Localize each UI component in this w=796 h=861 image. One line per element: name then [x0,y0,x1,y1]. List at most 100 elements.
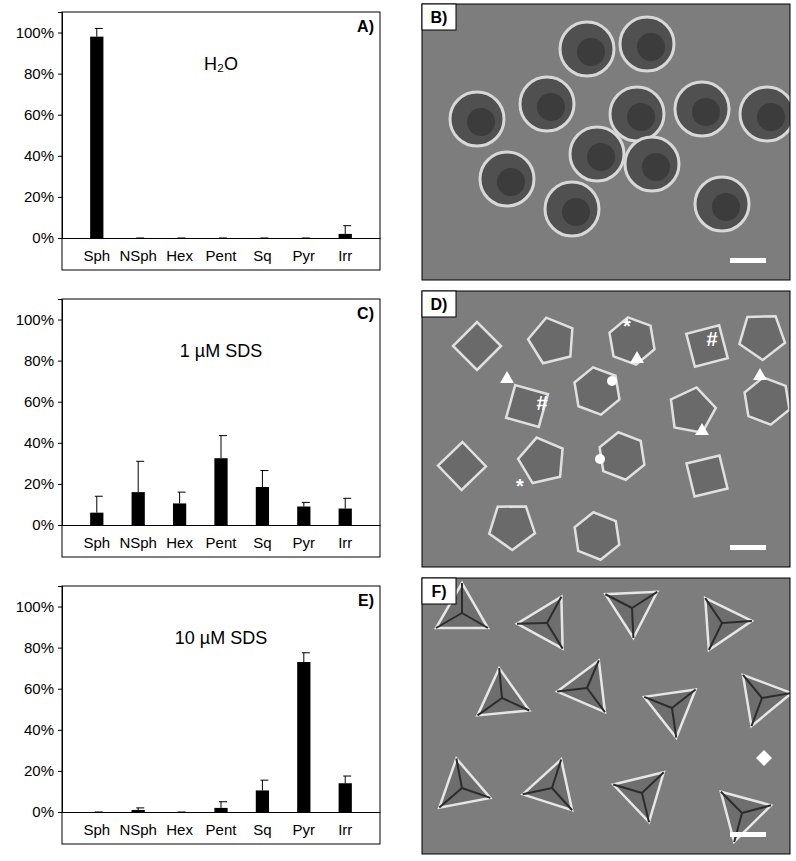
tick-mark [58,197,62,198]
cell-ridge [552,759,561,788]
cell [478,668,530,715]
cell-ridge [462,788,490,798]
tick: NSph [119,534,157,551]
tick: Pent [206,821,238,838]
cell-ridge [642,772,664,793]
tick-label: 80% [24,352,54,369]
tick: Sq [253,534,271,551]
cell-ridge [751,698,762,726]
tick-label: 40% [24,434,54,451]
error-bar-cap [178,812,186,813]
panel-label: D) [431,296,448,313]
tick: 40% [24,147,62,164]
cell [520,77,574,131]
error-bar [95,28,103,36]
cell-center [637,33,665,61]
cell-ridge [632,608,633,638]
tick-label: 100% [16,311,54,328]
chart-title: 1 µM SDS [180,341,262,361]
bar [256,487,269,525]
micrograph [422,578,790,854]
bar [214,238,227,239]
bar [256,238,269,239]
image-frame [422,4,790,280]
error-bar-stem [262,780,263,790]
cell-ridge [517,622,547,625]
tick-label: Pent [206,821,238,838]
tick: 100% [16,311,62,328]
bar [339,509,352,525]
tick-label: NSph [119,821,157,838]
cell [523,759,572,810]
cell [620,17,674,71]
tick: 40% [24,434,62,451]
error-bar [136,808,144,810]
panel-label: C) [357,305,374,322]
tick: 60% [24,106,62,123]
tick-label: 40% [24,721,54,738]
cell-ridge [499,668,502,698]
tick-mark [58,689,62,690]
bar [297,238,310,239]
cell-ridge [743,675,762,698]
cell [644,689,695,737]
cell-center [642,153,670,181]
tick-mark [58,33,62,34]
tick: Hex [166,821,193,838]
cell-ridge [721,792,742,813]
axis-line [63,812,381,813]
cell-center [497,168,525,196]
scale-bar [730,258,766,263]
error-bar-cap [302,238,310,239]
cell-center [467,108,495,136]
tick: 40% [24,721,62,738]
cell-ridge [557,688,587,692]
tick: 0% [32,229,62,246]
cell-ridge [605,594,632,608]
image-background [422,4,790,280]
dot-marker [595,454,605,464]
cell [489,506,535,550]
error-bar [260,238,268,239]
tick-label: 20% [24,762,54,779]
tick-label: 0% [32,229,54,246]
bar [297,662,310,812]
figure: 0% 20% 40% 60% 80% 100% Sph NSph Hex Pent Sq Pyr Irr… [0,0,796,861]
tick-label: 0% [32,803,54,820]
annotation: # [706,328,717,350]
tick-label: Irr [338,247,352,264]
cell [686,325,727,366]
error-bar-stem [303,502,304,506]
cell-ridge [672,708,676,738]
cell [450,92,504,146]
error-bar-cap [302,502,310,503]
tick-label: Pent [206,247,238,264]
tick-label: Sph [83,247,110,264]
diamond-marker [756,750,772,766]
tick: Pyr [293,821,316,838]
tick: 60% [24,393,62,410]
error-bar-stem [345,776,346,783]
marks [90,28,352,238]
annotation: * [623,315,631,337]
tick: 20% [24,762,62,779]
error-bar-cap [95,496,103,497]
error-bar [178,238,186,239]
tick-mark [58,730,62,731]
micrograph-panel: F) [422,578,792,854]
error-bar-stem [262,471,263,487]
tick-label: 20% [24,475,54,492]
plot-frame [62,586,380,844]
tick: NSph [119,821,157,838]
panel-label: A) [357,18,374,35]
error-bar-cap [260,470,268,471]
cell [609,317,654,364]
error-bar-stem [96,28,97,36]
cell-ridge [672,689,696,708]
panel-label-box [422,4,456,30]
tick-label: Sph [83,534,110,551]
cell-center [757,103,785,131]
tick: Pyr [293,247,316,264]
tick-label: 60% [24,106,54,123]
scale-bar [730,545,766,550]
